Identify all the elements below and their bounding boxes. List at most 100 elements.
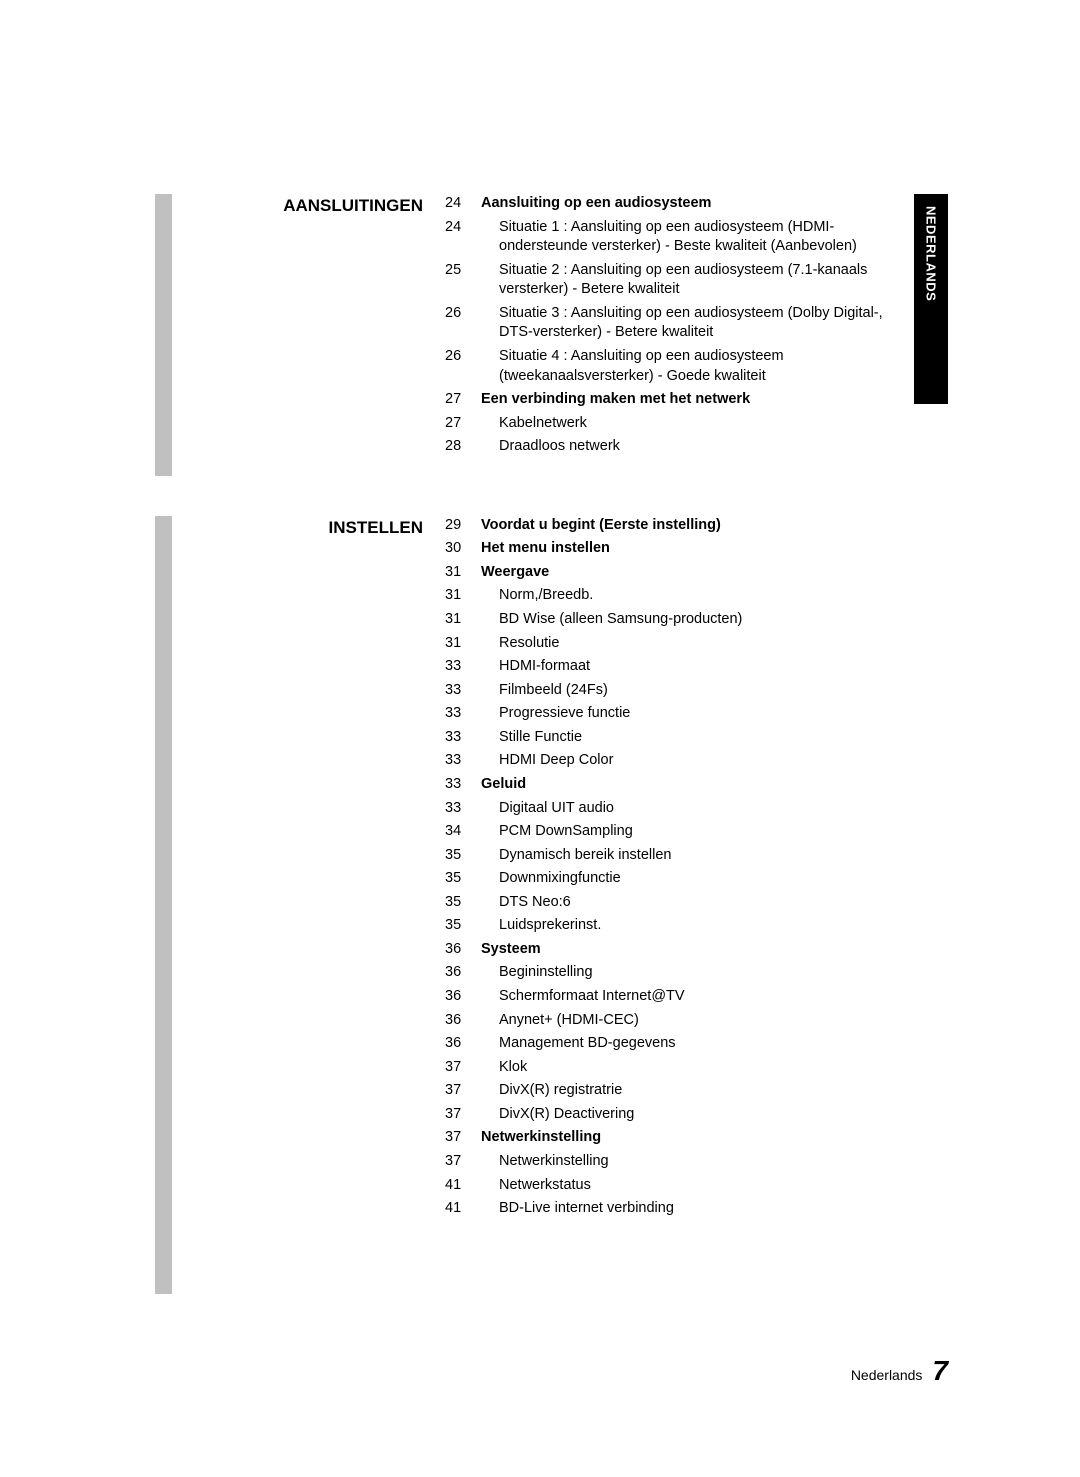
toc-entry-text: Het menu instellen — [481, 539, 915, 559]
toc-entry-text: BD Wise (alleen Samsung-producten) — [481, 610, 915, 630]
toc-row: 37Klok — [445, 1058, 915, 1078]
toc-row: 37Netwerkinstelling — [445, 1152, 915, 1172]
toc-page-number: 30 — [445, 539, 481, 556]
toc-page-number: 41 — [445, 1199, 481, 1216]
toc-row: 29Voordat u begint (Eerste instelling) — [445, 516, 915, 536]
toc-entry-text: Situatie 1 : Aansluiting op een audiosys… — [481, 218, 915, 257]
toc-row: 28Draadloos netwerk — [445, 437, 915, 457]
toc-row: 37Netwerkinstelling — [445, 1128, 915, 1148]
section-side-block — [155, 194, 172, 476]
toc-entry-text: Een verbinding maken met het netwerk — [481, 390, 915, 410]
toc-entry-text: Situatie 2 : Aansluiting op een audiosys… — [481, 261, 915, 300]
toc-entry-text: Norm,/Breedb. — [481, 586, 915, 606]
section-title: AANSLUITINGEN — [155, 194, 445, 216]
toc-page-number: 36 — [445, 940, 481, 957]
toc-page-number: 33 — [445, 681, 481, 698]
toc-entry-text: Systeem — [481, 940, 915, 960]
toc-page-number: 31 — [445, 634, 481, 651]
toc-entry-text: Filmbeeld (24Fs) — [481, 681, 915, 701]
toc-page-number: 33 — [445, 728, 481, 745]
toc-entry-text: Kabelnetwerk — [481, 414, 915, 434]
section-title: INSTELLEN — [155, 516, 445, 538]
toc-page-number: 35 — [445, 869, 481, 886]
toc-row: 36Schermformaat Internet@TV — [445, 987, 915, 1007]
toc-page-number: 31 — [445, 586, 481, 603]
toc-row: 41Netwerkstatus — [445, 1176, 915, 1196]
footer-language: Nederlands — [851, 1367, 923, 1383]
toc-entry-text: DivX(R) registratrie — [481, 1081, 915, 1101]
toc-entry-text: Resolutie — [481, 634, 915, 654]
toc-page-number: 33 — [445, 657, 481, 674]
toc-section: AANSLUITINGEN24Aansluiting op een audios… — [155, 194, 915, 461]
toc-row: 34PCM DownSampling — [445, 822, 915, 842]
section-label-wrap: INSTELLEN — [155, 516, 445, 1223]
toc-page-number: 27 — [445, 414, 481, 431]
toc-row: 31BD Wise (alleen Samsung-producten) — [445, 610, 915, 630]
toc-row: 33Progressieve functie — [445, 704, 915, 724]
toc-entry-text: Situatie 3 : Aansluiting op een audiosys… — [481, 304, 915, 343]
toc-page-number: 36 — [445, 1034, 481, 1051]
toc-row: 27Kabelnetwerk — [445, 414, 915, 434]
toc-entry-text: Anynet+ (HDMI-CEC) — [481, 1011, 915, 1031]
toc-page-number: 37 — [445, 1152, 481, 1169]
toc-page-number: 36 — [445, 987, 481, 1004]
toc-row: 36Management BD-gegevens — [445, 1034, 915, 1054]
toc-entry-text: DTS Neo:6 — [481, 893, 915, 913]
toc-page-number: 37 — [445, 1105, 481, 1122]
toc-row: 35Luidsprekerinst. — [445, 916, 915, 936]
toc-row: 33Stille Functie — [445, 728, 915, 748]
toc-row: 27Een verbinding maken met het netwerk — [445, 390, 915, 410]
toc-entry-text: Management BD-gegevens — [481, 1034, 915, 1054]
toc-page-number: 28 — [445, 437, 481, 454]
toc-row: 36Anynet+ (HDMI-CEC) — [445, 1011, 915, 1031]
toc-page-number: 31 — [445, 563, 481, 580]
toc-page-number: 26 — [445, 304, 481, 321]
toc-page-number: 37 — [445, 1128, 481, 1145]
toc-row: 35DTS Neo:6 — [445, 893, 915, 913]
toc-page-number: 33 — [445, 751, 481, 768]
toc-entry-text: PCM DownSampling — [481, 822, 915, 842]
toc-entry-text: HDMI Deep Color — [481, 751, 915, 771]
toc-entry-text: Weergave — [481, 563, 915, 583]
toc-row: 31Norm,/Breedb. — [445, 586, 915, 606]
toc-entry-text: Begininstelling — [481, 963, 915, 983]
toc-entry-text: Voordat u begint (Eerste instelling) — [481, 516, 915, 536]
toc-row: 31Resolutie — [445, 634, 915, 654]
toc-entry-text: Geluid — [481, 775, 915, 795]
toc-row: 33Digitaal UIT audio — [445, 799, 915, 819]
toc-page-number: 33 — [445, 799, 481, 816]
toc-page-number: 37 — [445, 1058, 481, 1075]
toc-entry-text: Downmixingfunctie — [481, 869, 915, 889]
toc-page-number: 29 — [445, 516, 481, 533]
toc-row: 33HDMI-formaat — [445, 657, 915, 677]
toc-page-number: 37 — [445, 1081, 481, 1098]
footer-page-number: 7 — [932, 1355, 948, 1387]
toc-page-number: 41 — [445, 1176, 481, 1193]
toc-page-number: 33 — [445, 775, 481, 792]
toc-entry-text: HDMI-formaat — [481, 657, 915, 677]
language-tab: NEDERLANDS — [914, 194, 948, 404]
toc-row: 36Systeem — [445, 940, 915, 960]
toc-entry-text: Aansluiting op een audiosysteem — [481, 194, 915, 214]
toc-entry-text: Luidsprekerinst. — [481, 916, 915, 936]
toc-row: 37DivX(R) Deactivering — [445, 1105, 915, 1125]
toc-row: 25Situatie 2 : Aansluiting op een audios… — [445, 261, 915, 300]
toc-body: 24Aansluiting op een audiosysteem24Situa… — [445, 194, 915, 461]
toc-row: 33Filmbeeld (24Fs) — [445, 681, 915, 701]
toc-entry-text: Digitaal UIT audio — [481, 799, 915, 819]
toc-row: 33Geluid — [445, 775, 915, 795]
toc-page-number: 36 — [445, 963, 481, 980]
toc-entry-text: Dynamisch bereik instellen — [481, 846, 915, 866]
toc-page-number: 35 — [445, 916, 481, 933]
toc-section: INSTELLEN29Voordat u begint (Eerste inst… — [155, 516, 915, 1223]
toc-page-number: 33 — [445, 704, 481, 721]
toc-row: 24Aansluiting op een audiosysteem — [445, 194, 915, 214]
toc-page-number: 24 — [445, 194, 481, 211]
toc-entry-text: Stille Functie — [481, 728, 915, 748]
toc-page-number: 27 — [445, 390, 481, 407]
toc-entry-text: Progressieve functie — [481, 704, 915, 724]
toc-row: 26Situatie 3 : Aansluiting op een audios… — [445, 304, 915, 343]
toc-entry-text: Situatie 4 : Aansluiting op een audiosys… — [481, 347, 915, 386]
section-side-block — [155, 516, 172, 1294]
toc-page-number: 26 — [445, 347, 481, 364]
